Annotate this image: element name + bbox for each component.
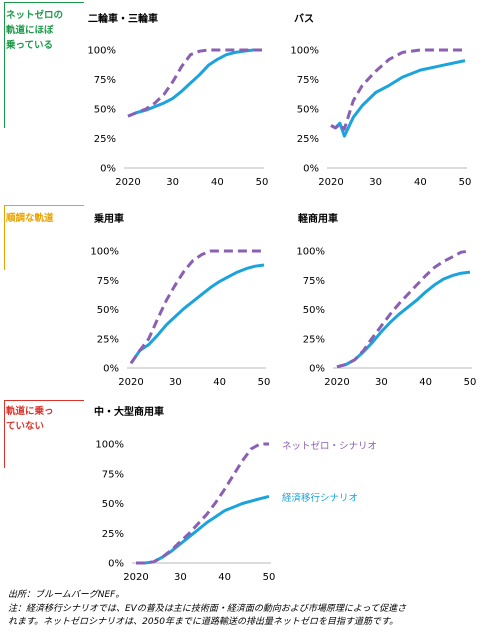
x-tick-label: 30 — [169, 377, 182, 388]
y-tick-label: 75% — [303, 276, 325, 287]
chart-buses: 0% 25% 50% 75% 100% 2020 30 40 50 — [290, 46, 472, 189]
category-label-2: 順調な軌道 — [6, 213, 54, 224]
series-line-economic-transition — [330, 59, 466, 138]
category-top-line-3 — [4, 400, 84, 401]
y-tick-label: 25% — [303, 334, 325, 345]
y-tick-label: 25% — [94, 134, 116, 145]
chart-medium-heavy-commercial: 0% 25% 50% 75% 100% 2020 30 40 50 — [95, 440, 276, 584]
chart-passenger-cars: 0% 25% 50% 75% 100% 2020 30 40 50 — [90, 247, 271, 389]
category-top-line-1 — [4, 2, 84, 3]
x-tick-label: 50 — [258, 377, 271, 388]
y-tick-label: 0% — [309, 364, 325, 375]
y-tick-label: 75% — [97, 276, 119, 287]
x-tick-label: 2020 — [123, 572, 148, 583]
legend-economic-transition: 経済移行シナリオ — [282, 493, 359, 504]
x-tick-label: 2020 — [324, 377, 349, 388]
y-tick-label: 100% — [87, 46, 116, 57]
y-tick-label: 25% — [102, 529, 124, 540]
chart-title-medium-heavy-commercial: 中・大型商用車 — [94, 407, 164, 418]
x-tick-label: 2020 — [115, 177, 140, 188]
footer-note-line-1: 注：経済移行シナリオでは、EVの普及は主に技術面・経済面の動向および市場原理によ… — [8, 603, 407, 614]
y-tick-label: 50% — [94, 105, 116, 116]
series-line-economic-transition — [129, 263, 265, 365]
category-line-2 — [4, 205, 5, 270]
y-tick-label: 100% — [290, 46, 319, 57]
y-tick-label: 75% — [297, 75, 319, 86]
y-tick-label: 0% — [303, 164, 319, 175]
x-tick-label: 2020 — [118, 377, 143, 388]
y-tick-label: 75% — [94, 75, 116, 86]
x-tick-label: 30 — [174, 572, 187, 583]
category-label-1: ネットゼロの 軌道にほぼ 乗っている — [6, 10, 64, 51]
chart-two-three-wheelers: 0% 25% 50% 75% 100% 2020 30 40 50 — [87, 46, 269, 189]
x-tick-label: 30 — [375, 377, 388, 388]
chart-title-light-commercial: 軽商用車 — [298, 214, 338, 225]
series-line-economic-transition — [336, 270, 471, 369]
y-tick-label: 25% — [97, 334, 119, 345]
y-tick-label: 100% — [90, 247, 119, 258]
x-tick-label: 40 — [218, 572, 231, 583]
series-line-net-zero — [127, 48, 262, 118]
category-top-line-2 — [4, 205, 84, 206]
x-tick-label: 40 — [213, 377, 226, 388]
source-note: 出所：ブルームバーグNEF。 注：経済移行シナリオでは、EVの普及は主に技術面・… — [8, 589, 406, 630]
x-tick-label: 40 — [414, 177, 427, 188]
y-tick-label: 50% — [97, 305, 119, 316]
y-tick-label: 75% — [102, 469, 124, 480]
x-tick-label: 30 — [166, 177, 179, 188]
y-tick-label: 50% — [297, 105, 319, 116]
y-tick-label: 0% — [103, 364, 119, 375]
y-tick-label: 0% — [108, 559, 124, 570]
y-tick-label: 50% — [102, 499, 124, 510]
category-line-1 — [4, 2, 5, 128]
category-line-3 — [4, 400, 5, 468]
x-tick-label: 50 — [263, 572, 276, 583]
y-tick-label: 25% — [297, 134, 319, 145]
series-line-net-zero — [336, 249, 471, 369]
series-line-net-zero — [129, 249, 264, 365]
chart-title-passenger-cars: 乗用車 — [94, 214, 124, 225]
legend-net-zero: ネットゼロ・シナリオ — [282, 441, 378, 452]
chart-title-buses: バス — [294, 14, 314, 25]
category-label-3: 軌道に乗っ ていない — [6, 406, 54, 432]
footer-note-line-2: れます。ネットゼロシナリオは、2050年までに道路輸送の排出量ネットゼロを目指す… — [8, 617, 399, 627]
y-tick-label: 50% — [303, 305, 325, 316]
x-tick-label: 30 — [369, 177, 382, 188]
y-tick-label: 100% — [296, 247, 325, 258]
x-tick-label: 50 — [459, 177, 472, 188]
series-line-economic-transition — [127, 48, 262, 118]
chart-title-two-three-wheelers: 二輪車・三輪車 — [88, 14, 158, 25]
x-tick-label: 50 — [256, 177, 269, 188]
chart-light-commercial: 0% 25% 50% 75% 100% 2020 30 40 50 — [296, 247, 477, 389]
x-tick-label: 40 — [419, 377, 432, 388]
footer-source: 出所：ブルームバーグNEF。 — [8, 590, 125, 600]
series-line-net-zero — [136, 442, 269, 565]
y-tick-label: 100% — [95, 440, 124, 451]
series-line-net-zero — [330, 48, 465, 131]
series-line-economic-transition — [136, 494, 270, 565]
x-tick-label: 50 — [464, 377, 477, 388]
y-tick-label: 0% — [100, 164, 116, 175]
x-tick-label: 40 — [211, 177, 224, 188]
x-tick-label: 2020 — [318, 177, 343, 188]
